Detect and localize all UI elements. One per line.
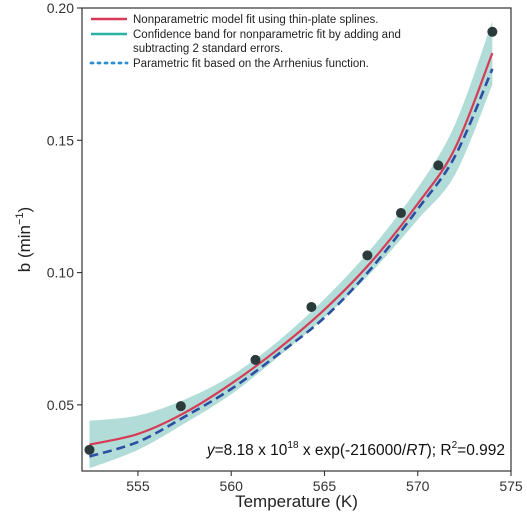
- eq-part1: =8.18 x 10: [215, 442, 288, 459]
- eq-r-exponent: 2: [452, 440, 458, 451]
- legend-label: Parametric fit based on the Arrhenius fu…: [133, 58, 369, 70]
- x-axis: 555 560 565 570 575: [126, 471, 523, 494]
- data-point: [84, 444, 95, 455]
- eq-prefix: y: [206, 442, 216, 459]
- y-tick-label: 0.05: [47, 397, 74, 413]
- legend-label: subtracting 2 standard errors.: [133, 43, 283, 55]
- y-tick-label: 0.20: [47, 0, 74, 16]
- y-tick-label: 0.15: [47, 132, 74, 148]
- x-tick-label: 575: [499, 478, 523, 494]
- legend-label: Confidence band for nonparametric fit by…: [133, 29, 401, 41]
- x-tick-label: 570: [406, 478, 430, 494]
- data-point: [250, 354, 261, 365]
- equation-annotation: y=8.18 x 1018 x exp(-216000/RT); R2=0.99…: [206, 440, 505, 459]
- data-point: [362, 250, 373, 261]
- x-tick-label: 555: [126, 478, 150, 494]
- plot-frame: [81, 7, 512, 472]
- eq-exponent: 18: [287, 440, 299, 451]
- y-axis-title-close: ): [15, 207, 34, 213]
- legend-label: Nonparametric model fit using thin-plate…: [133, 14, 378, 26]
- x-axis-title: Temperature (K): [235, 492, 358, 511]
- parametric-fit-line: [89, 68, 494, 458]
- eq-rt: RT: [406, 442, 428, 459]
- data-points-layer: [84, 26, 498, 455]
- y-axis-title: b (min−1): [14, 207, 34, 272]
- eq-part2: x exp(-216000/: [299, 442, 407, 459]
- data-point: [175, 401, 186, 412]
- data-point: [433, 160, 444, 171]
- eq-part4: =0.992: [457, 442, 505, 459]
- y-axis-title-main: b (min: [15, 225, 34, 272]
- confidence-band: [89, 21, 493, 469]
- y-axis: 0.05 0.10 0.15 0.20: [47, 0, 82, 413]
- nonparametric-fit-line: [89, 52, 494, 446]
- confidence-band-layer: [89, 21, 493, 469]
- data-point: [487, 26, 498, 37]
- x-tick-label: 565: [313, 478, 337, 494]
- legend: Nonparametric model fit using thin-plate…: [89, 14, 401, 70]
- y-tick-label: 0.10: [47, 265, 74, 281]
- data-point: [395, 208, 406, 219]
- data-point: [306, 301, 317, 312]
- fit-lines-layer: [89, 52, 494, 458]
- eq-part3: ); R: [427, 442, 452, 459]
- x-tick-label: 560: [220, 478, 244, 494]
- y-axis-title-exponent: −1: [14, 212, 26, 225]
